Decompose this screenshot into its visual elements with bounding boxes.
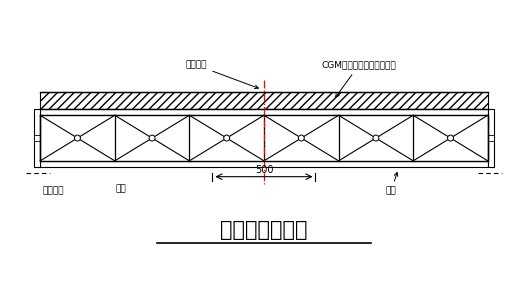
Circle shape bbox=[298, 135, 304, 141]
Circle shape bbox=[149, 135, 155, 141]
Text: 梁跨中线: 梁跨中线 bbox=[186, 61, 258, 89]
Bar bbox=[34, 135, 40, 141]
Circle shape bbox=[447, 135, 453, 141]
Text: 对拉螺栓: 对拉螺栓 bbox=[42, 187, 63, 196]
Text: 预制钢梁示意图: 预制钢梁示意图 bbox=[220, 220, 308, 240]
Bar bbox=[488, 135, 494, 141]
Text: 角钢: 角钢 bbox=[116, 185, 127, 194]
Text: 角钢: 角钢 bbox=[386, 173, 398, 196]
Circle shape bbox=[74, 135, 80, 141]
Text: CGM高强无收缩灌浆料灌实: CGM高强无收缩灌浆料灌实 bbox=[321, 61, 396, 97]
Bar bbox=[34, 109, 40, 167]
Circle shape bbox=[373, 135, 379, 141]
Bar bbox=[40, 109, 488, 115]
Bar bbox=[40, 115, 488, 161]
Text: 500: 500 bbox=[255, 165, 273, 175]
Bar bbox=[40, 92, 488, 109]
Bar bbox=[40, 161, 488, 167]
Circle shape bbox=[224, 135, 230, 141]
Bar bbox=[488, 109, 494, 167]
Bar bbox=[40, 115, 488, 161]
